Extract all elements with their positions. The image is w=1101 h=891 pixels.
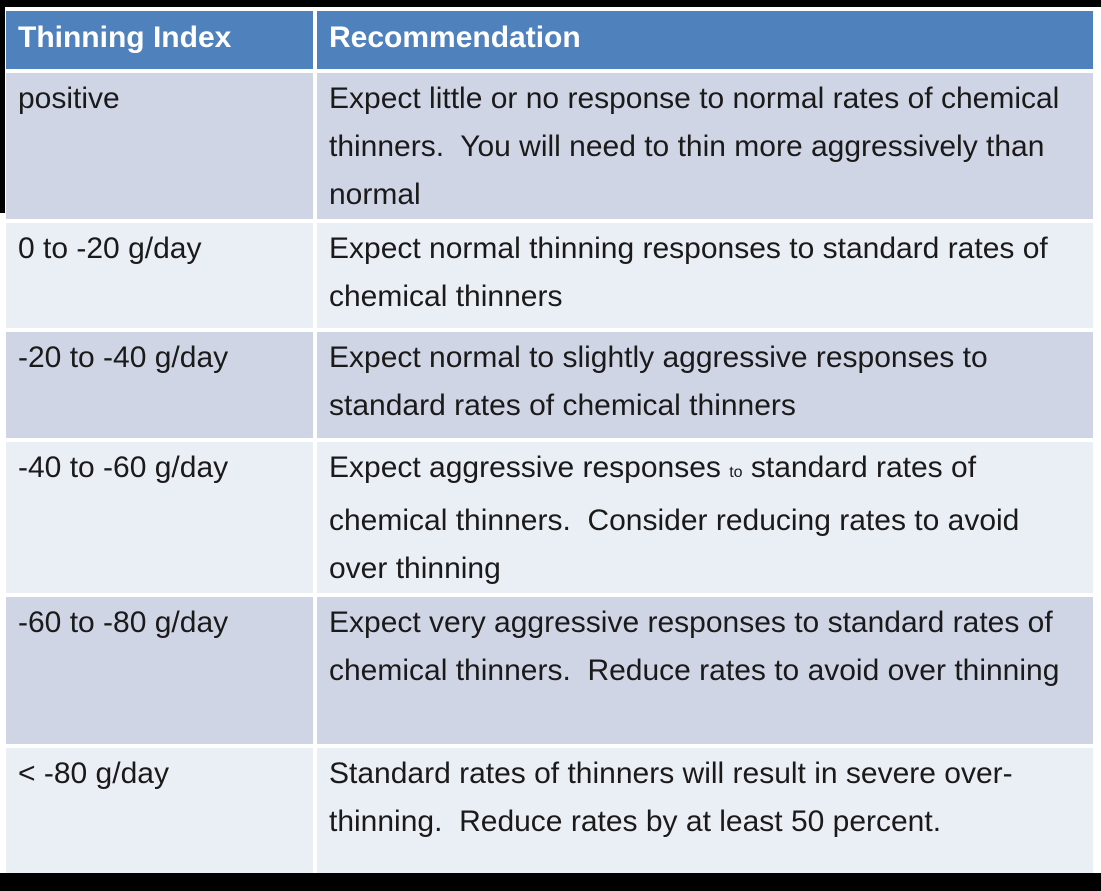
recommendation-cell: Expect normal to slightly aggressive res… xyxy=(317,332,1093,438)
thinning-index-cell: -40 to -60 g/day xyxy=(6,442,313,593)
table-row: 0 to -20 g/day Expect normal thinning res… xyxy=(6,223,1093,328)
header-recommendation: Recommendation xyxy=(317,11,1093,69)
header-row: Thinning Index Recommendation xyxy=(6,11,1093,69)
recommendation-text: Expect little or no response to normal r… xyxy=(329,82,1068,211)
recommendation-cell: Expect aggressive responses to standard … xyxy=(317,442,1093,593)
thinning-table: Thinning Index Recommendation positive Ex… xyxy=(2,7,1097,891)
table-row: < -80 g/day Standard rates of thinners wi… xyxy=(6,748,1093,891)
recommendation-cell: Standard rates of thinners will result i… xyxy=(317,748,1093,891)
table-row: -20 to -40 g/day Expect normal to slightl… xyxy=(6,332,1093,438)
bottom-border xyxy=(0,873,1101,891)
thinning-index-cell: -20 to -40 g/day xyxy=(6,332,313,438)
recommendation-text: Standard rates of thinners will result i… xyxy=(329,757,1013,838)
table-row: -60 to -80 g/day Expect very aggressive r… xyxy=(6,597,1093,744)
thinning-index-cell: positive xyxy=(6,73,313,219)
recommendation-text: Expect normal thinning responses to stan… xyxy=(329,232,1057,313)
thinning-index-cell: 0 to -20 g/day xyxy=(6,223,313,328)
thinning-index-cell: < -80 g/day xyxy=(6,748,313,891)
recommendation-cell: Expect little or no response to normal r… xyxy=(317,73,1093,219)
recommendation-text: Expect aggressive responses xyxy=(329,451,730,484)
recommendation-text-small: to xyxy=(729,464,743,481)
recommendation-cell: Expect very aggressive responses to stan… xyxy=(317,597,1093,744)
thinning-index-cell: -60 to -80 g/day xyxy=(6,597,313,744)
table-row: -40 to -60 g/day Expect aggressive respon… xyxy=(6,442,1093,593)
left-border xyxy=(0,0,5,213)
recommendation-cell: Expect normal thinning responses to stan… xyxy=(317,223,1093,328)
table-body: positive Expect little or no response to … xyxy=(6,73,1093,891)
recommendation-text: Expect normal to slightly aggressive res… xyxy=(329,341,996,422)
header-thinning-index: Thinning Index xyxy=(6,11,313,69)
table-row: positive Expect little or no response to … xyxy=(6,73,1093,219)
recommendation-text: Expect very aggressive responses to stan… xyxy=(329,606,1062,687)
top-border xyxy=(0,0,1101,7)
recommendation-text: standard rates of chemical thinners. Con… xyxy=(329,451,1028,585)
